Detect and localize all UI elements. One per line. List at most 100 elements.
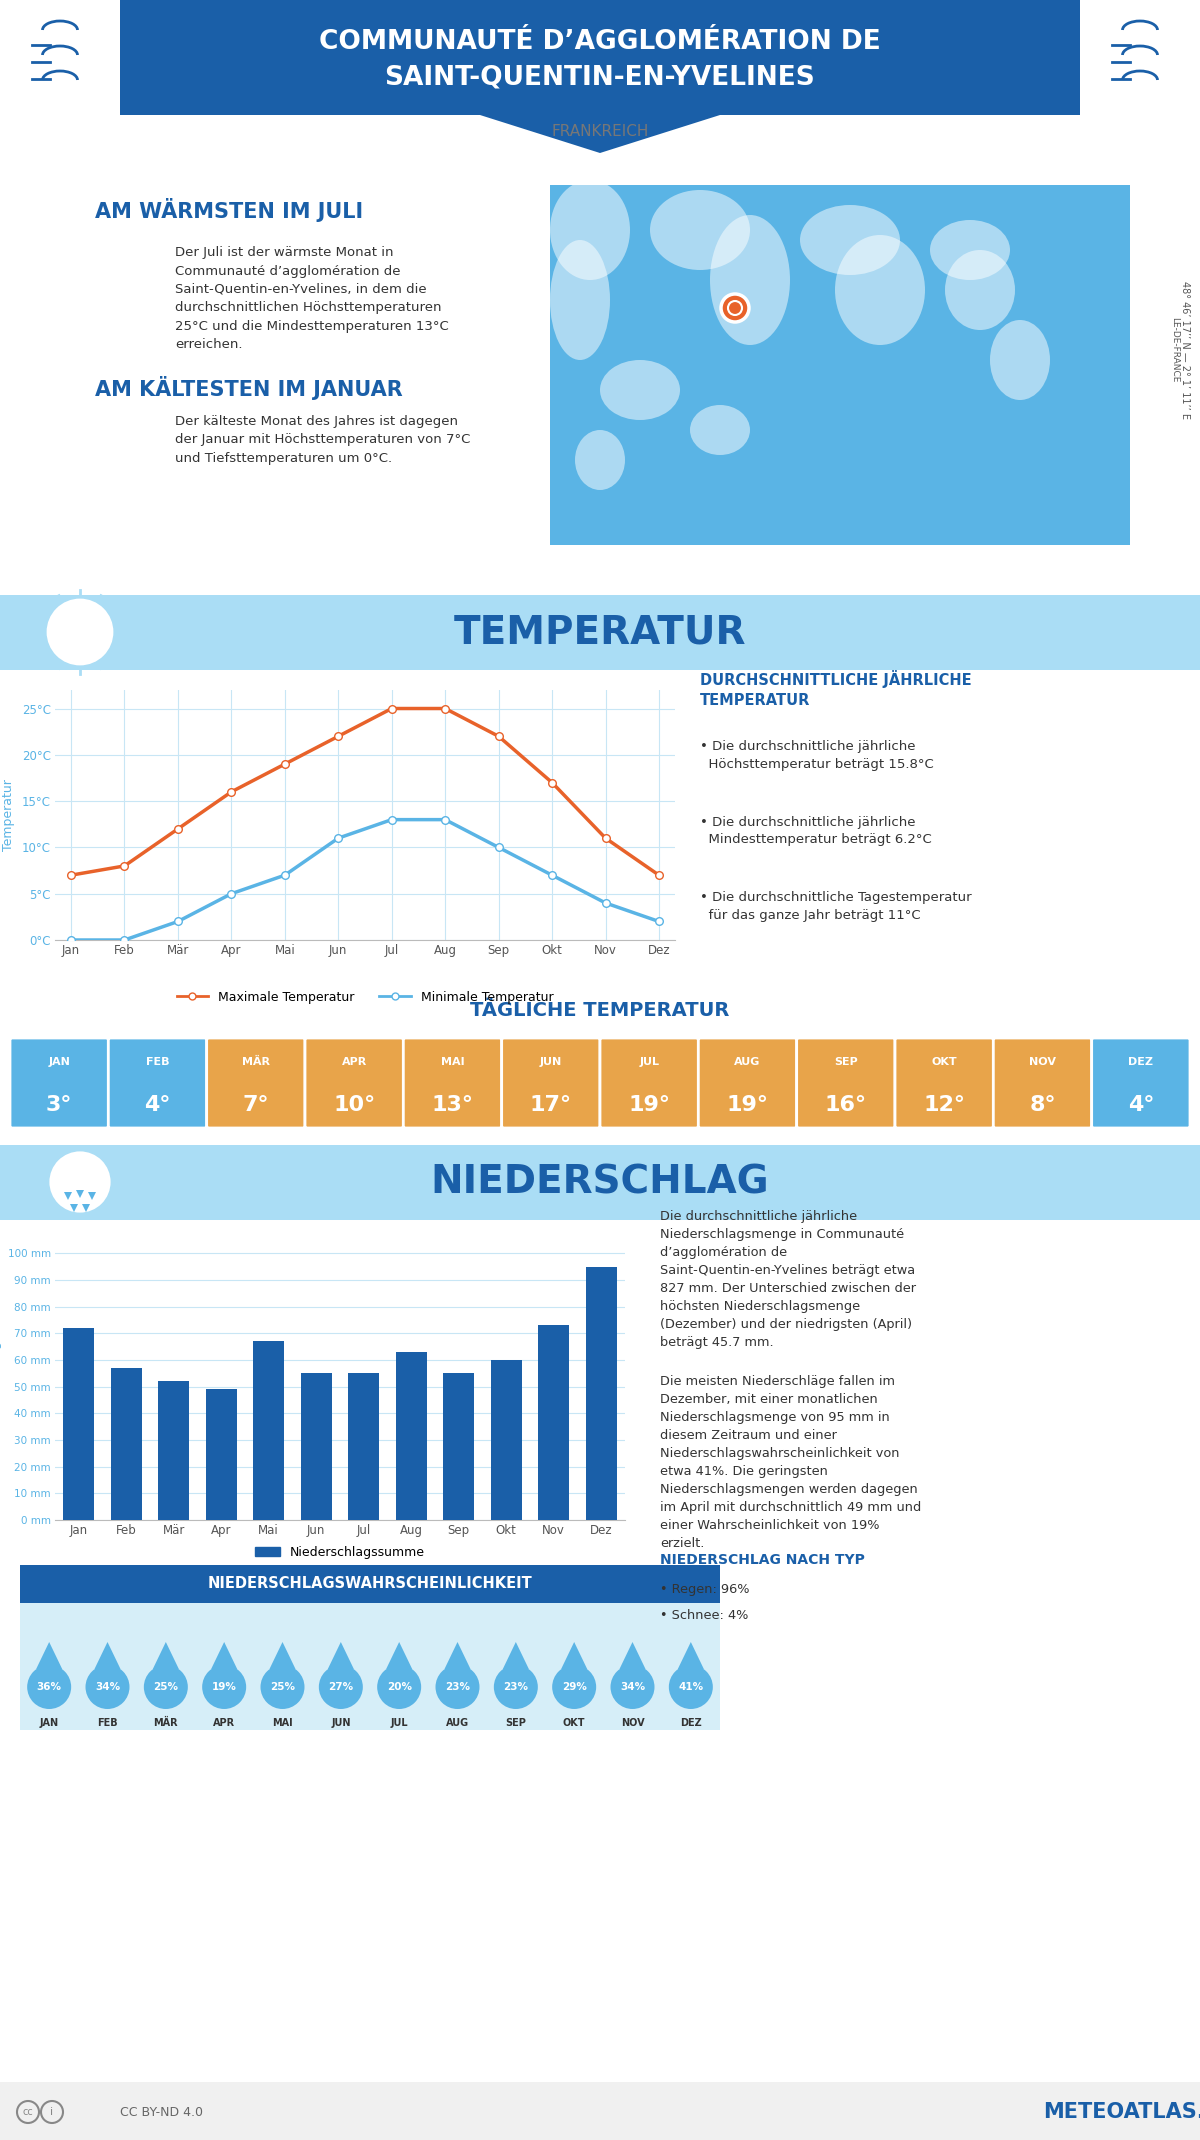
Circle shape xyxy=(85,1665,130,1710)
FancyBboxPatch shape xyxy=(0,1145,1200,1220)
Polygon shape xyxy=(328,1641,354,1669)
Bar xyxy=(64,1329,94,1519)
Text: 19°: 19° xyxy=(726,1096,768,1115)
Text: JUL: JUL xyxy=(640,1057,659,1068)
Polygon shape xyxy=(444,1641,470,1669)
Bar xyxy=(253,1342,284,1519)
Polygon shape xyxy=(480,116,720,152)
Text: Der Juli ist der wärmste Monat in
Communauté d’agglomération de
Saint-Quentin-en: Der Juli ist der wärmste Monat in Commun… xyxy=(175,246,449,351)
Polygon shape xyxy=(678,1641,704,1669)
Text: DEZ: DEZ xyxy=(1128,1057,1153,1068)
Polygon shape xyxy=(211,1641,238,1669)
Text: 25%: 25% xyxy=(154,1682,179,1693)
Text: 8°: 8° xyxy=(1030,1096,1056,1115)
Text: 4°: 4° xyxy=(144,1096,170,1115)
Text: 10°: 10° xyxy=(334,1096,376,1115)
Ellipse shape xyxy=(990,321,1050,400)
FancyBboxPatch shape xyxy=(0,2082,1200,2140)
FancyBboxPatch shape xyxy=(600,1038,698,1128)
Polygon shape xyxy=(36,1641,62,1669)
Text: NOV: NOV xyxy=(620,1718,644,1727)
Polygon shape xyxy=(64,1192,72,1201)
Bar xyxy=(586,1267,617,1519)
FancyBboxPatch shape xyxy=(994,1038,1092,1128)
Text: MÄR: MÄR xyxy=(242,1057,270,1068)
FancyBboxPatch shape xyxy=(10,1038,108,1128)
Text: FRANKREICH: FRANKREICH xyxy=(551,124,649,139)
Text: AUG: AUG xyxy=(734,1057,761,1068)
FancyBboxPatch shape xyxy=(502,1038,600,1128)
Polygon shape xyxy=(88,1192,96,1201)
FancyBboxPatch shape xyxy=(108,1038,206,1128)
Circle shape xyxy=(377,1665,421,1710)
Polygon shape xyxy=(152,1641,179,1669)
Text: TEMPERATUR: TEMPERATUR xyxy=(454,612,746,651)
FancyBboxPatch shape xyxy=(698,1038,797,1128)
Text: 19°: 19° xyxy=(628,1096,670,1115)
Text: FEB: FEB xyxy=(145,1057,169,1068)
FancyBboxPatch shape xyxy=(403,1038,502,1128)
Y-axis label: Temperatur: Temperatur xyxy=(2,779,14,852)
Text: FEB: FEB xyxy=(97,1718,118,1727)
Polygon shape xyxy=(619,1641,646,1669)
Text: JUN: JUN xyxy=(331,1718,350,1727)
Text: 17°: 17° xyxy=(529,1096,572,1115)
Text: METEOATLAS.DE: METEOATLAS.DE xyxy=(1044,2101,1200,2123)
Ellipse shape xyxy=(800,205,900,276)
Text: DEZ: DEZ xyxy=(680,1718,702,1727)
Text: 29%: 29% xyxy=(562,1682,587,1693)
Text: • Die durchschnittliche jährliche
  Höchsttemperatur beträgt 15.8°C: • Die durchschnittliche jährliche Höchst… xyxy=(700,740,934,770)
Text: AM KÄLTESTEN IM JANUAR: AM KÄLTESTEN IM JANUAR xyxy=(95,377,403,400)
Text: 23%: 23% xyxy=(445,1682,470,1693)
Text: SEP: SEP xyxy=(505,1718,527,1727)
FancyBboxPatch shape xyxy=(120,0,1080,116)
Legend: Niederschlagssumme: Niederschlagssumme xyxy=(250,1541,430,1564)
Ellipse shape xyxy=(650,190,750,270)
Text: AUG: AUG xyxy=(446,1718,469,1727)
Text: 12°: 12° xyxy=(923,1096,965,1115)
Text: JUL: JUL xyxy=(390,1718,408,1727)
Bar xyxy=(539,1325,569,1519)
Circle shape xyxy=(319,1665,362,1710)
Circle shape xyxy=(260,1665,305,1710)
Text: Die meisten Niederschläge fallen im
Dezember, mit einer monatlichen
Niederschlag: Die meisten Niederschläge fallen im Deze… xyxy=(660,1376,922,1549)
Circle shape xyxy=(144,1665,188,1710)
Bar xyxy=(348,1374,379,1519)
Circle shape xyxy=(202,1665,246,1710)
Text: • Die durchschnittliche Tagestemperatur
  für das ganze Jahr beträgt 11°C: • Die durchschnittliche Tagestemperatur … xyxy=(700,892,972,922)
Text: 25%: 25% xyxy=(270,1682,295,1693)
Text: 19%: 19% xyxy=(211,1682,236,1693)
Text: APR: APR xyxy=(342,1057,367,1068)
Legend: Maximale Temperatur, Minimale Temperatur: Maximale Temperatur, Minimale Temperatur xyxy=(172,987,558,1008)
Text: 16°: 16° xyxy=(824,1096,866,1115)
Polygon shape xyxy=(562,1641,587,1669)
Circle shape xyxy=(494,1665,538,1710)
Text: CC BY-ND 4.0: CC BY-ND 4.0 xyxy=(120,2106,203,2119)
Bar xyxy=(158,1380,190,1519)
Text: SAINT-QUENTIN-EN-YVELINES: SAINT-QUENTIN-EN-YVELINES xyxy=(385,64,815,92)
Text: JAN: JAN xyxy=(48,1057,70,1068)
FancyBboxPatch shape xyxy=(20,1564,720,1603)
Circle shape xyxy=(436,1665,480,1710)
Ellipse shape xyxy=(946,250,1015,330)
Text: 48° 46’ 17’’ N — 2° 1’ 11’’ E: 48° 46’ 17’’ N — 2° 1’ 11’’ E xyxy=(1180,280,1190,419)
Ellipse shape xyxy=(600,360,680,419)
Text: MÄR: MÄR xyxy=(154,1718,178,1727)
Ellipse shape xyxy=(550,240,610,360)
Polygon shape xyxy=(270,1641,295,1669)
Text: MAI: MAI xyxy=(440,1057,464,1068)
Text: 3°: 3° xyxy=(46,1096,72,1115)
FancyBboxPatch shape xyxy=(895,1038,994,1128)
FancyBboxPatch shape xyxy=(1080,0,1200,116)
Text: LE-DE-FRANCE: LE-DE-FRANCE xyxy=(1170,317,1180,383)
Text: OKT: OKT xyxy=(931,1057,956,1068)
Ellipse shape xyxy=(835,235,925,345)
Text: COMMUNAUTÉ D’AGGLOMÉRATION DE: COMMUNAUTÉ D’AGGLOMÉRATION DE xyxy=(319,30,881,56)
Circle shape xyxy=(28,1665,71,1710)
FancyBboxPatch shape xyxy=(550,184,1130,546)
Bar xyxy=(443,1374,474,1519)
Ellipse shape xyxy=(690,404,750,456)
FancyBboxPatch shape xyxy=(0,980,1200,999)
Bar xyxy=(110,1367,142,1519)
Text: TÄGLICHE TEMPERATUR: TÄGLICHE TEMPERATUR xyxy=(470,1002,730,1019)
